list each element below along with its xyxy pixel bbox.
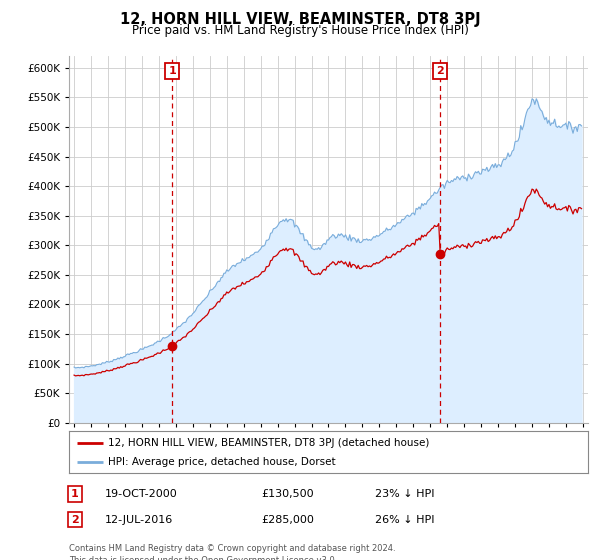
Text: 23% ↓ HPI: 23% ↓ HPI (375, 489, 434, 499)
Text: 2: 2 (71, 515, 79, 525)
Text: 12, HORN HILL VIEW, BEAMINSTER, DT8 3PJ: 12, HORN HILL VIEW, BEAMINSTER, DT8 3PJ (119, 12, 481, 27)
Text: 2: 2 (436, 66, 443, 76)
Text: 12-JUL-2016: 12-JUL-2016 (105, 515, 173, 525)
Text: 1: 1 (71, 489, 79, 499)
Text: 26% ↓ HPI: 26% ↓ HPI (375, 515, 434, 525)
Text: £130,500: £130,500 (261, 489, 314, 499)
Text: 19-OCT-2000: 19-OCT-2000 (105, 489, 178, 499)
Text: £285,000: £285,000 (261, 515, 314, 525)
Text: Price paid vs. HM Land Registry's House Price Index (HPI): Price paid vs. HM Land Registry's House … (131, 24, 469, 36)
Text: 12, HORN HILL VIEW, BEAMINSTER, DT8 3PJ (detached house): 12, HORN HILL VIEW, BEAMINSTER, DT8 3PJ … (108, 437, 430, 447)
Text: HPI: Average price, detached house, Dorset: HPI: Average price, detached house, Dors… (108, 457, 335, 467)
Text: 1: 1 (169, 66, 176, 76)
Text: Contains HM Land Registry data © Crown copyright and database right 2024.
This d: Contains HM Land Registry data © Crown c… (69, 544, 395, 560)
